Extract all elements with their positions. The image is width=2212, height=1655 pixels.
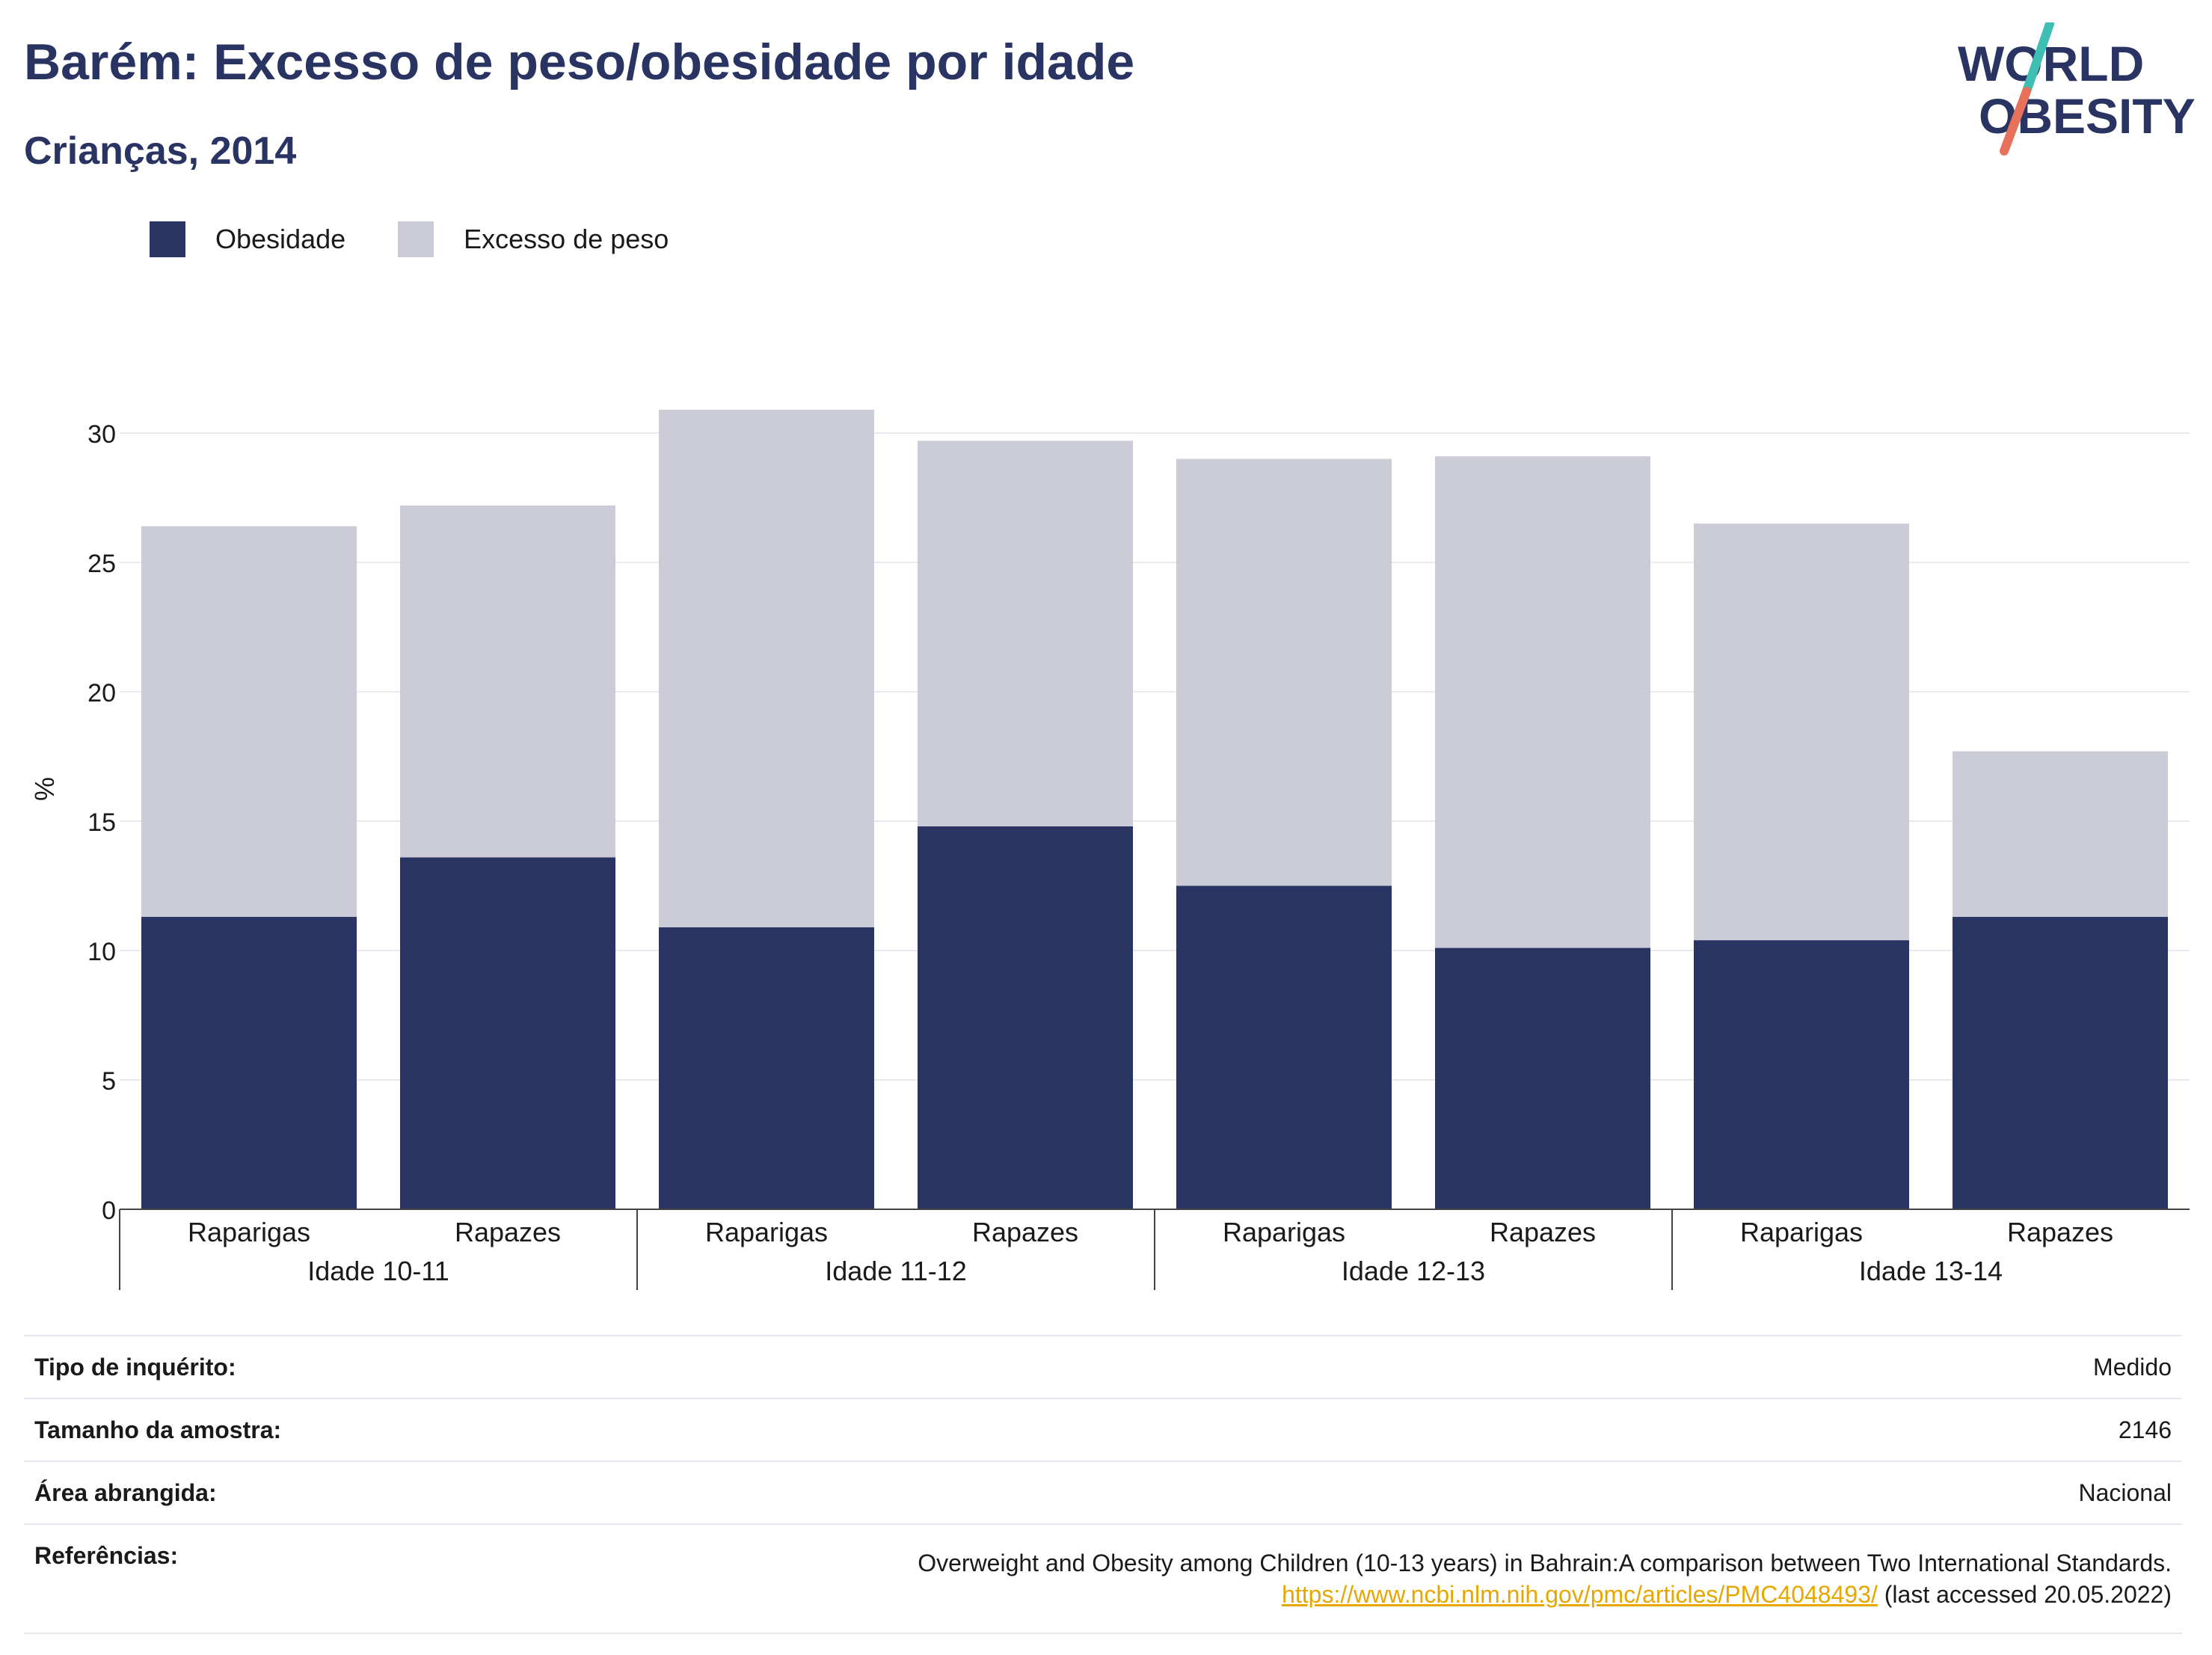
info-value-survey-type: Medido <box>2093 1353 2172 1381</box>
bar-excesso-de-peso <box>1694 523 1909 941</box>
info-row-references: Referências: Overweight and Obesity amon… <box>24 1524 2182 1633</box>
info-value-references: Overweight and Obesity among Children (1… <box>399 1524 2182 1633</box>
logo-line1: WORLD <box>1958 36 2144 91</box>
x-tick-label: Raparigas <box>1740 1217 1863 1247</box>
y-tick-label: 0 <box>102 1197 116 1225</box>
bar-excesso-de-peso <box>659 409 874 927</box>
bar-excesso-de-peso <box>141 526 357 918</box>
bar-obesidade <box>918 826 1133 1209</box>
stacked-bar-chart: 0 5 10 15 20 25 30% Raparigas Rapazes Raparigas Ra… <box>29 409 2190 1290</box>
chart-legend: Obesidade Excesso de peso <box>150 221 721 257</box>
bar-excesso-de-peso <box>1176 458 1392 886</box>
x-tick-label: Rapazes <box>1490 1217 1596 1247</box>
bar-obesidade <box>141 917 357 1209</box>
x-tick-label: Rapazes <box>2007 1217 2113 1247</box>
y-tick-label: 20 <box>87 679 116 707</box>
x-tick-label: Rapazes <box>455 1217 561 1247</box>
bar-excesso-de-peso <box>1435 456 1650 948</box>
info-key-sample-size: Tamanho da amostra: <box>34 1416 282 1443</box>
legend-label-obesidade: Obesidade <box>215 224 346 254</box>
info-value-sample-size: 2146 <box>2118 1416 2172 1443</box>
reference-link[interactable]: https://www.ncbi.nlm.nih.gov/pmc/article… <box>1282 1581 1878 1608</box>
y-tick-label: 10 <box>87 938 116 966</box>
reference-suffix: (last accessed 20.05.2022) <box>1877 1581 2172 1608</box>
bar-obesidade <box>1694 940 1909 1209</box>
legend-label-excesso: Excesso de peso <box>464 224 669 254</box>
bar-excesso-de-peso <box>918 440 1133 826</box>
logo-slash-top <box>2022 22 2054 96</box>
info-row-survey-type: Tipo de inquérito: Medido <box>24 1336 2182 1398</box>
y-tick-label: 5 <box>102 1067 116 1096</box>
info-key-area: Área abrangida: <box>34 1479 217 1506</box>
reference-link-line: https://www.ncbi.nlm.nih.gov/pmc/article… <box>409 1579 2172 1610</box>
legend-swatch-excesso <box>398 221 434 257</box>
group-label: Idade 11-12 <box>825 1256 967 1286</box>
y-tick-label: 30 <box>87 420 116 449</box>
group-label: Idade 12-13 <box>1342 1256 1485 1286</box>
bar-obesidade <box>400 857 615 1209</box>
bar-excesso-de-peso <box>1953 751 2168 918</box>
info-row-area: Área abrangida: Nacional <box>24 1461 2182 1524</box>
info-value-area: Nacional <box>2078 1479 2172 1506</box>
y-tick-label: 25 <box>87 550 116 578</box>
info-key-survey-type: Tipo de inquérito: <box>34 1353 236 1381</box>
info-row-sample-size: Tamanho da amostra: 2146 <box>24 1398 2182 1461</box>
world-obesity-logo: WORLD OBESITY <box>1958 22 2196 156</box>
bar-obesidade <box>1176 885 1392 1209</box>
chart-title: Barém: Excesso de peso/obesidade por ida… <box>24 34 1135 90</box>
bar-obesidade <box>1953 917 2168 1209</box>
bar-obesidade <box>659 927 874 1209</box>
info-key-references: Referências: <box>34 1542 179 1569</box>
survey-info-table: Tipo de inquérito: Medido Tamanho da amo… <box>24 1335 2182 1634</box>
logo-slash-bottom <box>2000 87 2031 156</box>
chart-subtitle: Crianças, 2014 <box>24 129 297 173</box>
x-tick-label: Rapazes <box>972 1217 1078 1247</box>
legend-item-excesso[interactable]: Excesso de peso <box>398 221 669 257</box>
legend-item-obesidade[interactable]: Obesidade <box>150 221 345 257</box>
y-axis-label: % <box>29 777 60 801</box>
y-tick-label: 15 <box>87 808 116 837</box>
group-label: Idade 10-11 <box>307 1256 449 1286</box>
x-tick-label: Raparigas <box>705 1217 828 1247</box>
bar-excesso-de-peso <box>400 505 615 858</box>
reference-text: Overweight and Obesity among Children (1… <box>918 1550 2172 1576</box>
group-label: Idade 13-14 <box>1859 1256 2003 1286</box>
legend-swatch-obesidade <box>150 221 185 257</box>
x-tick-label: Raparigas <box>1223 1217 1345 1247</box>
bar-obesidade <box>1435 948 1650 1209</box>
x-tick-label: Raparigas <box>188 1217 310 1247</box>
